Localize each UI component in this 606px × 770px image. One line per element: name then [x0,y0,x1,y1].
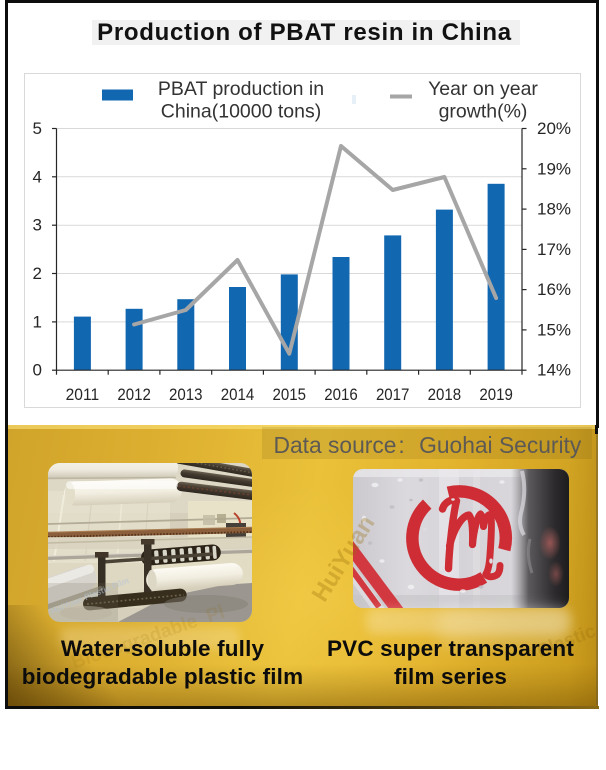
svg-text:2017: 2017 [376,385,410,404]
svg-text:14%: 14% [537,361,571,380]
svg-text:5: 5 [33,119,42,138]
svg-text:0: 0 [33,361,42,380]
svg-text:2011: 2011 [66,385,100,404]
svg-text:18%: 18% [537,200,571,219]
svg-text:2: 2 [33,264,42,283]
svg-text:16%: 16% [537,280,571,299]
svg-text:2013: 2013 [169,385,203,404]
svg-text:2019: 2019 [479,385,512,404]
svg-text:PBAT production in: PBAT production in [158,78,324,100]
svg-text:4: 4 [33,167,42,186]
svg-text:20%: 20% [537,119,571,138]
svg-text:19%: 19% [537,159,571,178]
svg-text:2012: 2012 [117,385,151,404]
svg-text:2018: 2018 [428,385,462,404]
svg-text:China(10000 tons): China(10000 tons) [161,101,321,123]
svg-text:1: 1 [33,312,42,331]
svg-text:15%: 15% [537,320,571,339]
svg-text:2015: 2015 [273,385,307,404]
svg-text:Year on year: Year on year [428,78,538,100]
svg-text:3: 3 [33,216,42,235]
svg-text:2016: 2016 [324,385,358,404]
svg-text:growth(%): growth(%) [439,101,528,123]
svg-text:2014: 2014 [221,385,255,404]
svg-text:17%: 17% [537,240,571,259]
